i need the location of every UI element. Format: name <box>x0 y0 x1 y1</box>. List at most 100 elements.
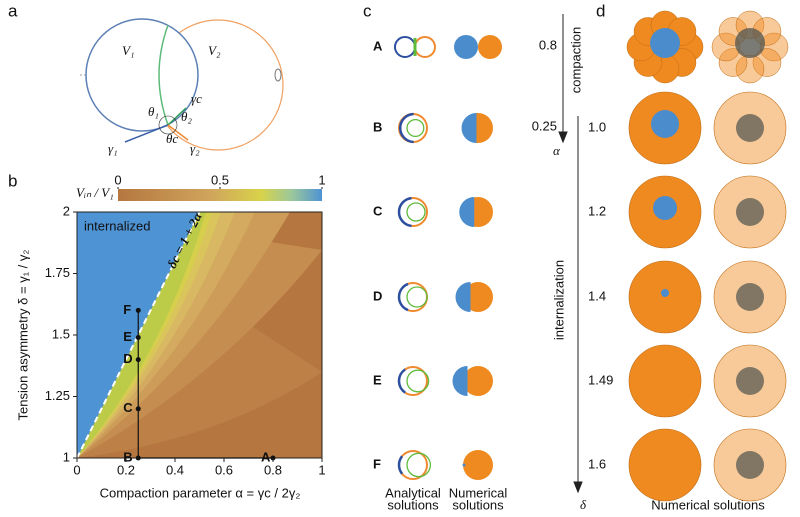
point <box>135 334 141 340</box>
x-tick-label: 0.2 <box>117 462 135 477</box>
x-tick-label: 0.6 <box>215 462 233 477</box>
diagram-label: γ₂ <box>190 141 200 156</box>
cell <box>736 198 764 226</box>
panel-label: d <box>596 1 605 20</box>
interface <box>406 118 425 138</box>
point-label: B <box>123 449 132 464</box>
diagram-label: θ₁ <box>148 104 159 119</box>
point-label: F <box>123 302 131 317</box>
alpha-value: 0.8 <box>539 37 557 52</box>
cell <box>736 451 764 479</box>
cell <box>736 114 764 142</box>
axis-symbol: δ <box>580 497 587 512</box>
row-label: C <box>373 203 383 218</box>
cell <box>455 282 471 312</box>
point <box>135 406 141 412</box>
region-label: internalized <box>84 218 151 233</box>
cell <box>650 28 680 58</box>
axis-label: compaction <box>568 27 583 93</box>
interface <box>406 202 426 222</box>
interface <box>406 452 432 478</box>
panel-a-drawing <box>80 18 284 151</box>
interface <box>406 286 428 308</box>
cell <box>653 196 677 220</box>
delta-value: 1.49 <box>588 372 613 387</box>
point-label: E <box>123 329 132 344</box>
delta-value: 1.4 <box>588 288 606 303</box>
cell <box>463 366 493 396</box>
x-tick-label: 0 <box>73 462 80 477</box>
diagram-label: θ₂ <box>181 109 192 124</box>
y-tick-label: 1.75 <box>45 265 70 280</box>
cell <box>454 35 478 59</box>
cell <box>628 428 702 502</box>
point-label: C <box>123 400 133 415</box>
x-tick-label: 1 <box>318 462 325 477</box>
cell-outline <box>397 455 404 475</box>
colorbar-tick-label: 0.5 <box>211 172 229 187</box>
cell <box>752 48 782 77</box>
axis-symbol: α <box>553 143 561 158</box>
boundary-line <box>76 211 201 459</box>
y-axis-label: Tension asymmetry δ = γ₁ / γ₂ <box>15 250 30 421</box>
cell <box>459 197 475 227</box>
cell <box>628 344 702 418</box>
colorbar-tick-label: 1 <box>318 172 325 187</box>
point <box>135 357 141 363</box>
cell <box>651 110 679 138</box>
colorbar-label: Vᵢₙ / V₁ <box>76 185 114 200</box>
diagram-label: V₂ <box>208 43 221 58</box>
phase-diagram <box>76 211 323 459</box>
cell <box>463 450 493 480</box>
axis-label: internalization <box>551 260 566 340</box>
point-label: A <box>261 449 271 464</box>
y-tick-label: 1.5 <box>52 326 70 341</box>
colorbar <box>118 189 322 201</box>
diagram-label: V₁ <box>122 43 134 58</box>
point <box>135 455 141 461</box>
x-axis-label: Compaction parameter α = γc / 2γ₂ <box>100 485 301 500</box>
point <box>135 307 141 313</box>
panel-label: b <box>8 171 17 190</box>
cell <box>736 367 764 395</box>
cell-outline <box>397 368 406 394</box>
y-tick-label: 1.25 <box>45 388 70 403</box>
panel-d-axes <box>558 14 583 494</box>
colorbar-tick-label: 0 <box>114 172 121 187</box>
row-label: D <box>373 288 382 303</box>
panel-label: c <box>363 1 372 20</box>
cell-outline <box>397 196 412 228</box>
caption: Numerical <box>449 485 508 500</box>
cell <box>478 35 502 59</box>
x-tick-label: 0.8 <box>264 462 282 477</box>
diagram-label: θc <box>166 131 178 146</box>
row-label: F <box>373 456 381 471</box>
delta-value: 1.6 <box>588 456 606 471</box>
delta-value: 1.0 <box>588 119 606 134</box>
caption: Analytical <box>385 485 441 500</box>
diagram-label: γ₁ <box>108 141 118 156</box>
point-label: D <box>123 351 132 366</box>
row-label: E <box>373 372 382 387</box>
cell <box>735 28 765 58</box>
cell <box>462 463 466 467</box>
cell-outline <box>394 36 416 58</box>
x-tick-label: 0.4 <box>166 462 184 477</box>
alpha-value: 0.25 <box>532 118 557 133</box>
cell <box>452 366 468 396</box>
interface <box>406 369 430 393</box>
caption: solutions <box>387 497 439 512</box>
cell <box>661 289 669 297</box>
y-tick-label: 2 <box>63 203 70 218</box>
cell <box>736 283 764 311</box>
cell-outline <box>398 112 414 144</box>
cell <box>461 113 477 143</box>
panel-label: a <box>8 1 18 20</box>
caption: Numerical solutions <box>651 497 765 512</box>
delta-value: 1.2 <box>588 203 606 218</box>
y-tick-label: 1 <box>63 449 70 464</box>
row-label: A <box>373 38 383 53</box>
cell-outline <box>397 282 409 312</box>
row-label: B <box>373 119 382 134</box>
